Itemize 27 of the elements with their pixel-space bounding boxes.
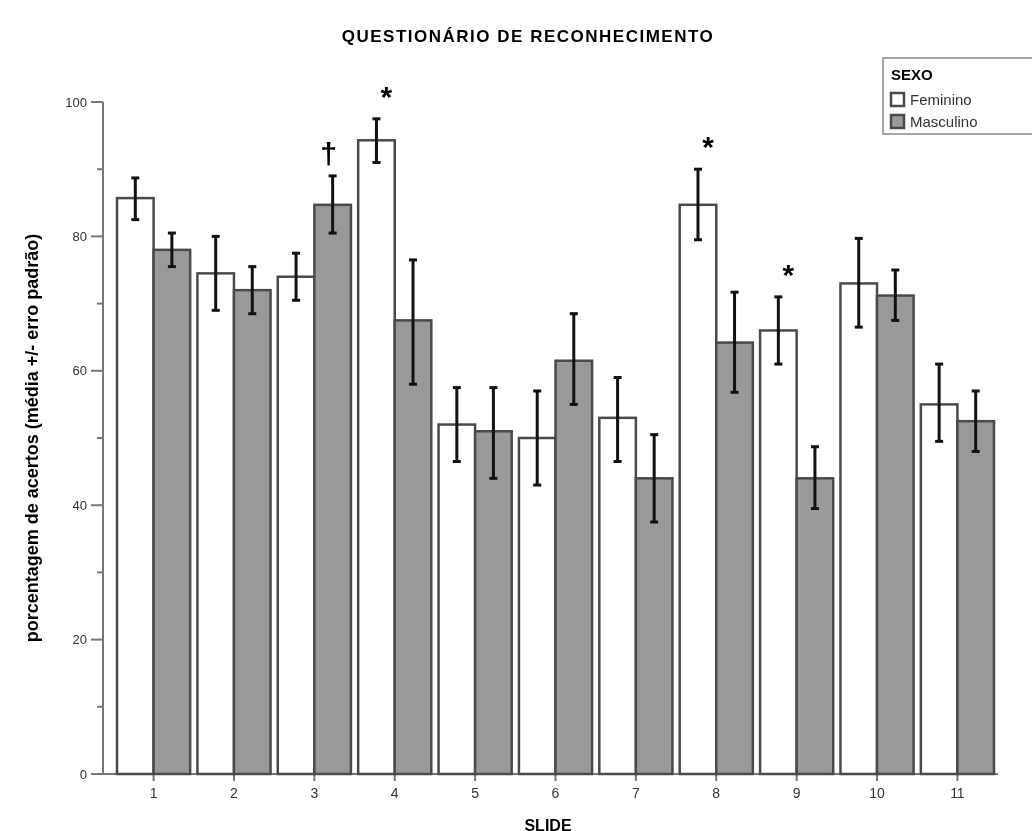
x-tick-label: 5 xyxy=(471,785,480,801)
x-tick-label: 1 xyxy=(149,785,158,801)
x-tick-label: 11 xyxy=(950,785,965,801)
legend-label: Masculino xyxy=(910,113,978,130)
annotation: † xyxy=(320,136,337,170)
y-tick-label: 40 xyxy=(72,497,87,513)
x-tick-label: 8 xyxy=(712,785,721,801)
x-tick-label: 9 xyxy=(792,785,801,801)
y-axis-title: porcentagem de acertos (média +/- erro padrão) xyxy=(22,233,42,643)
x-axis-title: SLIDE xyxy=(524,817,572,831)
y-tick-label: 80 xyxy=(72,228,87,244)
x-tick-label: 7 xyxy=(631,785,640,801)
annotation: * xyxy=(380,79,393,113)
y-tick-label: 100 xyxy=(65,94,87,110)
y-tick-label: 0 xyxy=(79,766,87,782)
x-tick-label: 4 xyxy=(390,785,399,801)
x-tick-label: 2 xyxy=(230,785,239,801)
x-tick-label: 6 xyxy=(551,785,560,801)
x-tick-label: 3 xyxy=(310,785,319,801)
y-tick-label: 60 xyxy=(72,363,87,379)
legend-title: SEXO xyxy=(891,66,934,83)
legend-label: Feminino xyxy=(910,91,972,108)
chart-title: QUESTIONÁRIO DE RECONHECIMENTO xyxy=(341,27,715,46)
annotation: * xyxy=(702,130,715,164)
y-tick-label: 20 xyxy=(72,632,87,648)
annotation: * xyxy=(782,257,795,291)
x-tick-label: 10 xyxy=(869,785,886,801)
